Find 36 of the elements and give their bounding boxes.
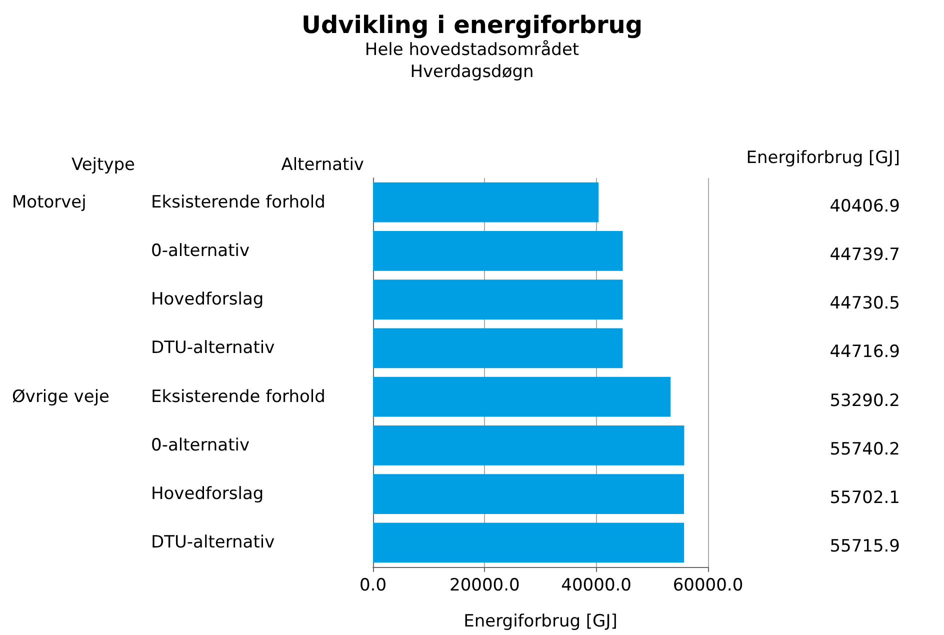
text: Energiforbrug [GJ] [746,148,900,168]
data-label: 44739.7 [830,244,900,265]
y-tick-label: Hovedforslag [151,484,264,504]
bar [373,280,623,320]
x-tick-label: 40000.0 [561,576,632,596]
bar [373,376,671,417]
bar [373,231,623,271]
y-tick-label: DTU-alternativ [151,532,275,553]
text: Øvrige veje [12,386,110,407]
bar [373,474,684,514]
text: Alternativ [281,155,364,175]
x-tick-label: 60000.0 [672,576,744,596]
text: Vejtype [72,155,135,175]
chart-title: Udvikling i energiforbrug [301,11,643,39]
x-axis-title: Energiforbrug [GJ] [464,612,618,632]
y-tick-label: 0-alternativ [151,435,250,456]
y-tick-label: Eksisterende forhold [151,192,326,212]
text: Motorvej [12,192,86,212]
bar [373,426,684,466]
y-tick-label: 0-alternativ [151,240,250,261]
data-label: 40406.9 [830,196,900,216]
bar [373,328,623,368]
bar [373,182,599,222]
bar [373,522,684,563]
data-label: 55702.1 [830,488,900,508]
x-tick-label: 0.0 [359,576,387,596]
data-label: 55740.2 [830,439,900,460]
y-tick-label: Eksisterende forhold [151,386,326,407]
data-label: 53290.2 [830,390,900,411]
chart-subtitle: Hele hovedstadsområdet Hverdagsdøgn [364,40,580,82]
x-tick-label: 20000.0 [450,576,520,596]
data-label: 44730.5 [830,294,900,314]
y-tick-label: DTU-alternativ [151,338,275,358]
data-label: 44716.9 [830,342,900,362]
y-tick-label: Hovedforslag [151,290,264,310]
data-label: 55715.9 [830,536,900,557]
